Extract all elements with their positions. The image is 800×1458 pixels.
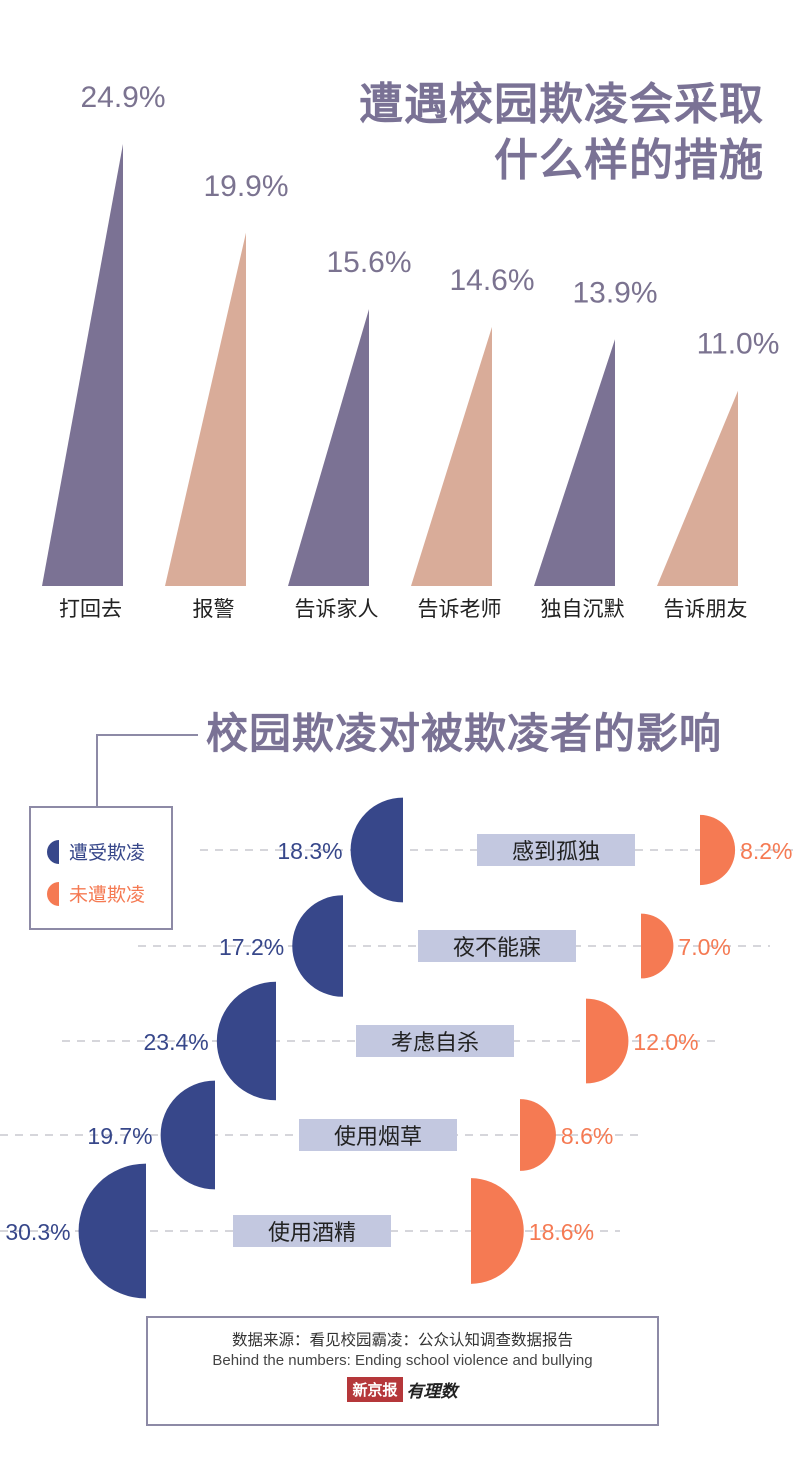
not-bullied-half-circle <box>471 1178 524 1284</box>
legend: 遭受欺凌 未遭欺凌 <box>29 806 173 930</box>
measure-value-label: 15.6% <box>326 246 411 279</box>
source-line-en: Behind the numbers: Ending school violen… <box>212 1352 593 1369</box>
measure-value-label: 19.9% <box>203 170 288 203</box>
bullied-value-label: 19.7% <box>87 1123 152 1149</box>
measure-category-label: 报警 <box>193 597 235 621</box>
not-bullied-half-circle <box>520 1099 556 1171</box>
measure-bar <box>657 390 738 586</box>
impact-category-label: 感到孤独 <box>512 840 600 865</box>
not-bullied-value-label: 8.6% <box>561 1123 613 1149</box>
measure-value-label: 11.0% <box>697 328 780 361</box>
bullied-value-label: 23.4% <box>144 1029 209 1055</box>
legend-item-bullied: 遭受欺凌 <box>47 838 145 865</box>
impact-category-label: 使用烟草 <box>334 1125 422 1150</box>
legend-label-not-bullied: 未遭欺凌 <box>69 884 146 906</box>
title-connector-line <box>96 734 198 808</box>
impact-category-box <box>418 930 576 962</box>
measure-value-label: 24.9% <box>80 81 165 114</box>
measure-bar <box>534 339 615 586</box>
bullied-half-circle <box>350 797 403 903</box>
measure-category-label: 告诉朋友 <box>664 597 748 621</box>
measure-bar <box>165 232 246 587</box>
impact-category-label: 使用酒精 <box>268 1221 356 1246</box>
bullied-half-circle <box>78 1163 146 1299</box>
chart2-title: 校园欺凌对被欺凌者的影响 <box>206 709 723 758</box>
legend-item-not-bullied: 未遭欺凌 <box>47 880 145 907</box>
measure-value-label: 14.6% <box>449 264 534 297</box>
source-line-cn: 数据来源：看见校园霸凌：公众认知调查数据报告 <box>231 1331 573 1349</box>
impact-category-box <box>299 1119 457 1151</box>
bullied-half-circle <box>160 1080 215 1190</box>
logo-box-text: 新京报 <box>347 1377 403 1402</box>
not-bullied-value-label: 12.0% <box>633 1029 698 1055</box>
bullied-value-label: 17.2% <box>219 934 284 960</box>
measure-bar <box>288 309 369 586</box>
measures-chart: 24.9% 打回去 19.9% 报警 15.6% 告诉家人 14.6% 告诉老师 13.9% 独自… <box>42 81 780 621</box>
measure-category-label: 独自沉默 <box>541 597 625 621</box>
impact-category-box <box>356 1025 514 1057</box>
bullied-half-circle <box>216 981 276 1101</box>
not-bullied-value-label: 7.0% <box>678 934 730 960</box>
legend-swatch-not-bullied <box>47 881 59 906</box>
legend-swatch-bullied <box>47 839 59 864</box>
measure-bar <box>42 144 123 586</box>
publisher-logo: 新京报 有理数 <box>347 1377 458 1402</box>
impact-category-box <box>477 834 635 866</box>
bullied-value-label: 30.3% <box>5 1219 70 1245</box>
bullied-half-circle <box>292 895 343 997</box>
not-bullied-half-circle <box>586 998 629 1084</box>
chart1-title-line2: 什么样的措施 <box>494 135 764 186</box>
not-bullied-half-circle <box>700 814 736 886</box>
measure-category-label: 打回去 <box>59 597 122 621</box>
measure-category-label: 告诉老师 <box>418 597 502 621</box>
not-bullied-value-label: 8.2% <box>740 838 792 864</box>
impact-category-box <box>233 1215 391 1247</box>
not-bullied-value-label: 18.6% <box>529 1219 594 1245</box>
legend-label-bullied: 遭受欺凌 <box>69 842 146 864</box>
measure-value-label: 13.9% <box>572 276 657 309</box>
measure-bar <box>411 326 492 586</box>
measure-category-label: 告诉家人 <box>295 597 379 621</box>
impact-category-label: 考虑自杀 <box>391 1031 479 1056</box>
logo-script-text: 有理数 <box>406 1382 458 1402</box>
chart1-title-line1: 遭遇校园欺凌会采取 <box>359 79 764 130</box>
bullied-value-label: 18.3% <box>277 838 342 864</box>
not-bullied-half-circle <box>641 913 674 979</box>
impact-category-label: 夜不能寐 <box>453 936 541 961</box>
source-box: 数据来源：看见校园霸凌：公众认知调查数据报告 Behind the number… <box>146 1316 659 1426</box>
